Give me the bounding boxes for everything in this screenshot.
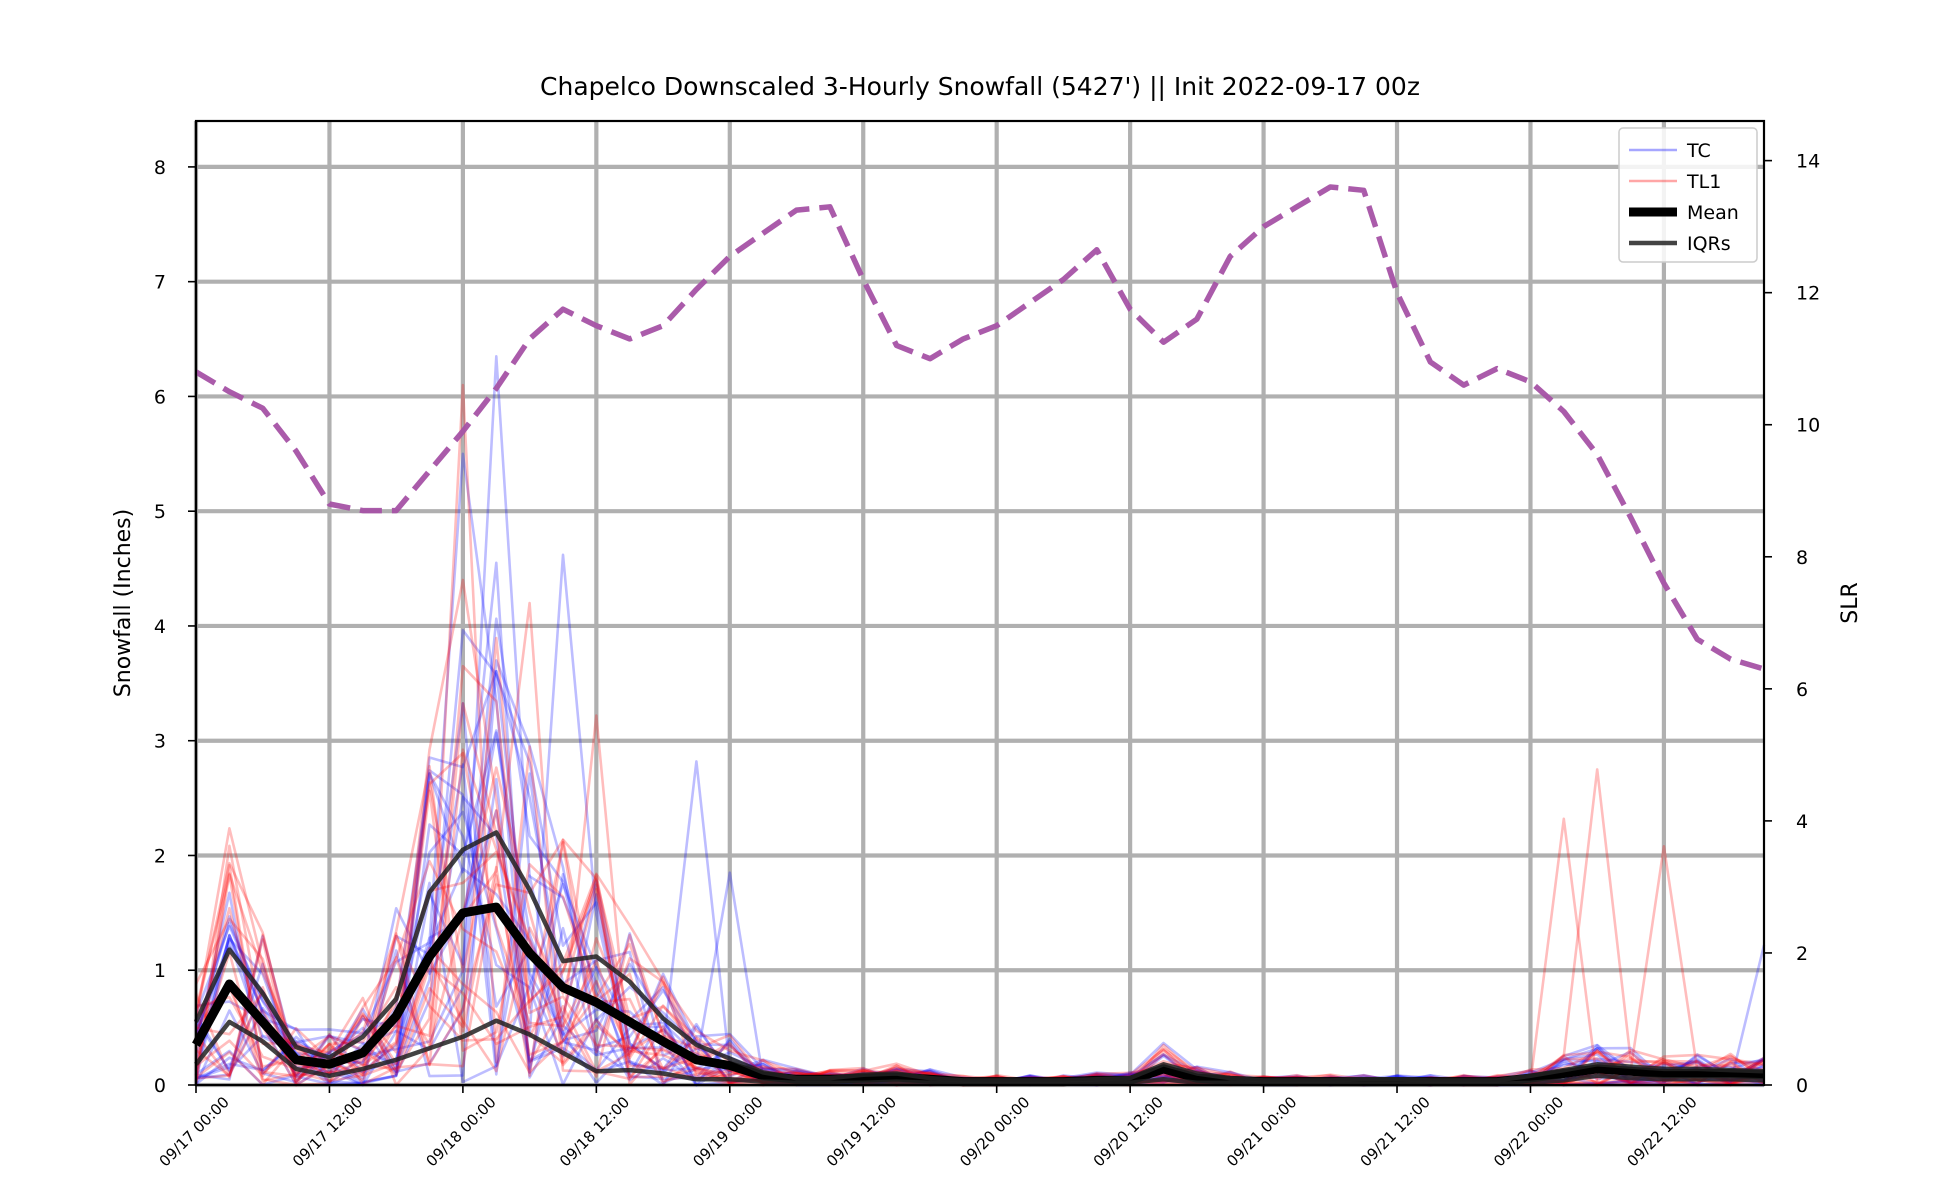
y2-tick-label: 8	[1796, 547, 1808, 569]
legend-box	[1618, 127, 1758, 263]
y-tick-label: 2	[154, 845, 166, 867]
x-tick-label: 09/20 12:00	[1090, 1093, 1167, 1170]
chart-title: Chapelco Downscaled 3-Hourly Snowfall (5…	[540, 72, 1420, 101]
x-tick-label: 09/20 00:00	[956, 1093, 1033, 1170]
y2-tick-label: 6	[1796, 679, 1808, 701]
x-tick-label: 09/21 12:00	[1357, 1093, 1434, 1170]
x-tick-label: 09/21 00:00	[1223, 1093, 1300, 1170]
y2-tick-label: 12	[1796, 283, 1820, 305]
x-tick-label: 09/19 12:00	[823, 1093, 900, 1170]
y-tick-label: 1	[154, 960, 166, 982]
plot-frame	[194, 119, 1766, 1087]
x-tick-label: 09/18 00:00	[422, 1093, 499, 1170]
left-y-axis: 0 1 2 3 4 5 6 7 8	[154, 157, 196, 1097]
y2-tick-label: 10	[1796, 415, 1820, 437]
x-axis: 09/17 00:00 09/17 12:00 09/18 00:00 09/18 1…	[156, 1085, 1701, 1170]
legend-label: TL1	[1686, 171, 1721, 193]
legend-label: TC	[1686, 140, 1711, 162]
y-tick-label: 4	[154, 616, 166, 638]
legend-label: IQRs	[1687, 233, 1731, 255]
y-tick-label: 7	[154, 272, 166, 294]
y2-axis-label: SLR	[1838, 582, 1863, 624]
x-tick-label: 09/22 12:00	[1624, 1093, 1701, 1170]
y2-tick-label: 4	[1796, 811, 1808, 833]
x-tick-label: 09/18 12:00	[556, 1093, 633, 1170]
legend: TC TL1 Mean IQRs	[1618, 127, 1758, 263]
iqr-line	[193, 830, 1765, 1083]
x-tick-label: 09/17 12:00	[289, 1093, 366, 1170]
slr-dashed-line	[194, 184, 1765, 672]
y-tick-label: 6	[154, 386, 166, 408]
y-tick-label: 5	[154, 501, 166, 523]
x-tick-label: 09/22 00:00	[1490, 1093, 1567, 1170]
y2-tick-label: 14	[1796, 151, 1820, 173]
y2-tick-label: 0	[1796, 1075, 1808, 1097]
y2-tick-label: 2	[1796, 943, 1808, 965]
y-axis-label: Snowfall (Inches)	[111, 509, 136, 697]
x-tick-label: 09/19 00:00	[689, 1093, 766, 1170]
x-tick-label: 09/17 00:00	[156, 1093, 233, 1170]
right-y-axis: 0 2 4 6 8 10 12 14	[1764, 151, 1820, 1097]
y-tick-label: 0	[154, 1075, 166, 1097]
y-tick-label: 3	[154, 731, 166, 753]
y-tick-label: 8	[154, 157, 166, 179]
legend-label: Mean	[1687, 202, 1739, 224]
